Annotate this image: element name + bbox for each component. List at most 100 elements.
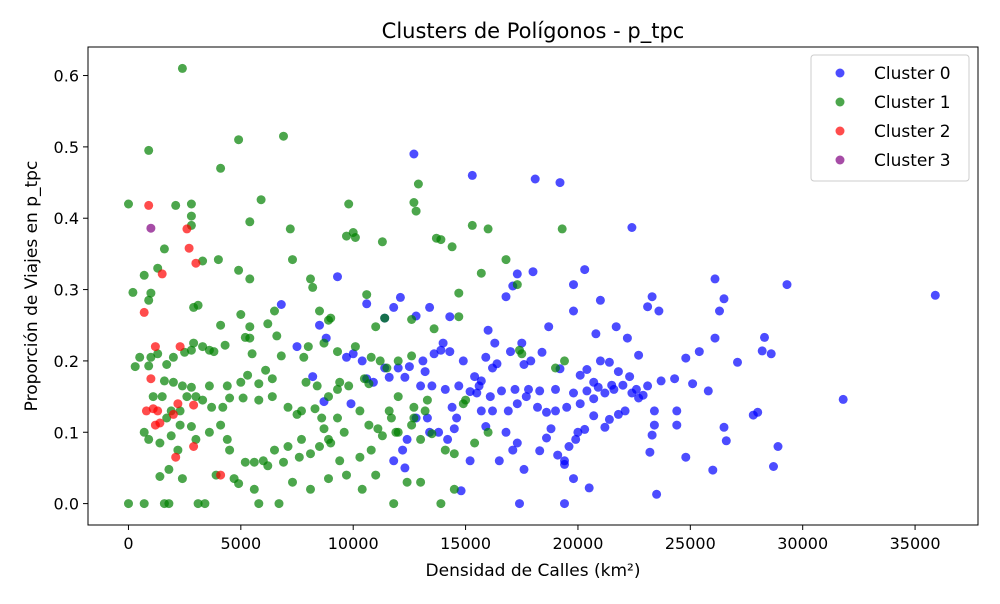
- data-point: [173, 399, 183, 409]
- data-point: [393, 363, 403, 373]
- data-point: [458, 399, 468, 409]
- data-point: [238, 393, 248, 403]
- data-point: [613, 367, 623, 377]
- data-point: [537, 347, 547, 357]
- data-point: [620, 406, 630, 416]
- data-point: [315, 320, 324, 330]
- data-point: [155, 418, 165, 428]
- data-point: [191, 258, 201, 268]
- x-tick-label: 5000: [220, 534, 261, 553]
- data-point: [350, 342, 360, 352]
- data-point: [416, 381, 426, 391]
- data-point: [128, 287, 138, 297]
- data-point: [670, 374, 680, 384]
- data-point: [315, 442, 324, 451]
- data-point: [465, 456, 475, 466]
- data-point: [319, 424, 329, 434]
- y-tick-label: 0.6: [54, 67, 79, 86]
- data-point: [288, 255, 297, 265]
- data-point: [708, 465, 718, 475]
- data-point: [216, 420, 226, 430]
- data-point: [427, 429, 437, 439]
- data-point: [512, 269, 522, 279]
- data-point: [189, 302, 199, 312]
- data-point: [652, 489, 662, 499]
- data-point: [150, 342, 160, 352]
- data-point: [562, 402, 572, 412]
- data-point: [409, 198, 419, 207]
- data-point: [335, 377, 345, 387]
- data-point: [306, 449, 315, 459]
- data-point: [384, 372, 394, 382]
- data-point: [472, 388, 482, 398]
- data-point: [569, 388, 578, 398]
- data-point: [350, 233, 360, 242]
- data-point: [333, 347, 342, 357]
- data-point: [216, 470, 226, 480]
- data-point: [411, 206, 421, 216]
- data-point: [144, 361, 154, 371]
- data-point: [346, 399, 356, 409]
- data-point: [546, 424, 556, 434]
- data-point: [166, 431, 176, 441]
- data-point: [501, 292, 511, 302]
- data-point: [153, 349, 163, 359]
- data-point: [611, 322, 621, 332]
- legend-marker: [835, 155, 845, 165]
- data-point: [186, 211, 196, 221]
- data-point: [409, 149, 419, 159]
- data-point: [634, 393, 644, 403]
- data-point: [267, 392, 277, 402]
- data-point: [604, 357, 614, 367]
- data-point: [270, 306, 279, 316]
- data-point: [429, 349, 439, 359]
- data-point: [449, 424, 459, 434]
- data-point: [207, 402, 217, 412]
- data-point: [560, 356, 569, 366]
- data-point: [146, 288, 156, 298]
- data-point: [371, 322, 381, 332]
- data-point: [622, 333, 632, 343]
- data-point: [519, 464, 529, 474]
- x-tick-label: 10000: [328, 534, 379, 553]
- data-point: [389, 456, 399, 466]
- data-point: [139, 499, 149, 509]
- data-point: [159, 376, 169, 386]
- data-point: [656, 376, 666, 386]
- data-point: [306, 484, 315, 494]
- data-point: [191, 434, 201, 444]
- data-point: [760, 332, 769, 342]
- data-point: [283, 442, 293, 451]
- data-point: [503, 406, 513, 416]
- data-point: [506, 347, 515, 357]
- data-point: [171, 452, 181, 462]
- data-point: [200, 499, 210, 509]
- data-point: [521, 392, 531, 402]
- data-point: [389, 302, 399, 312]
- data-point: [551, 384, 560, 394]
- y-axis-ticks: 0.0 0.1 0.2 0.3 0.4 0.5 0.6: [54, 67, 88, 514]
- data-point: [267, 374, 277, 384]
- data-point: [141, 406, 151, 416]
- legend-marker: [835, 97, 845, 107]
- data-point: [292, 409, 302, 419]
- data-point: [189, 400, 199, 410]
- data-point: [467, 170, 477, 180]
- data-point: [600, 388, 610, 398]
- data-point: [348, 349, 358, 359]
- data-point: [333, 384, 342, 394]
- data-point: [225, 393, 235, 403]
- data-point: [243, 370, 253, 380]
- data-point: [649, 406, 659, 416]
- data-point: [721, 436, 731, 446]
- data-point: [164, 464, 174, 474]
- data-point: [407, 351, 417, 361]
- data-point: [324, 434, 333, 444]
- data-point: [393, 356, 403, 366]
- data-point: [308, 282, 318, 292]
- data-point: [454, 312, 464, 322]
- data-point: [306, 274, 315, 284]
- data-point: [216, 320, 226, 330]
- data-point: [681, 353, 691, 363]
- data-point: [124, 199, 133, 209]
